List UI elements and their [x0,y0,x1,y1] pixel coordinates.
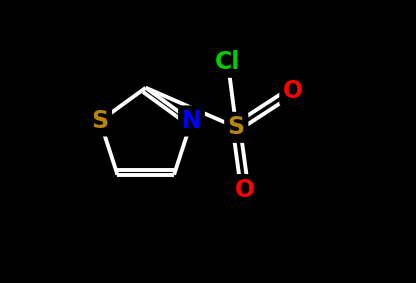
Text: S: S [92,109,109,133]
Text: O: O [235,178,255,201]
Text: O: O [283,79,303,102]
Text: Cl: Cl [215,50,240,74]
Text: S: S [228,115,245,139]
Text: N: N [182,109,201,133]
